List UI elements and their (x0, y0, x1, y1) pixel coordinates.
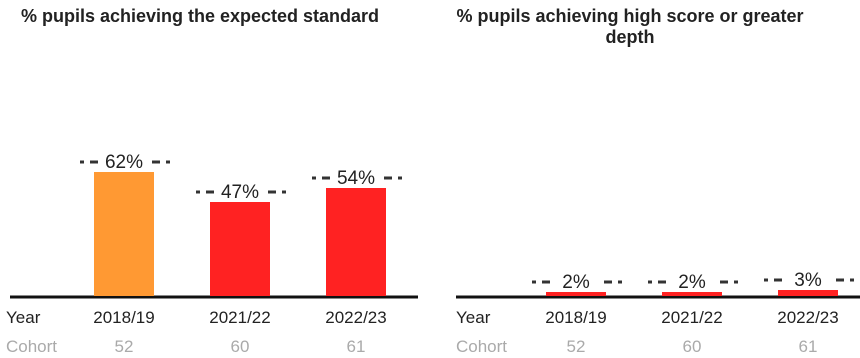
bar-2021-22 (662, 292, 722, 296)
cohort-row-label: Cohort (6, 337, 57, 356)
cohort-value: 52 (115, 337, 134, 356)
chart-panel-high-score: % pupils achieving high score or greater… (430, 0, 860, 358)
bar-2018-19 (94, 172, 154, 296)
chart-panel-expected: % pupils achieving the expected standard… (6, 6, 418, 356)
bar-2021-22 (210, 202, 270, 296)
bar-2022-23 (778, 290, 838, 296)
chart-title-high-score: % pupils achieving high score or greater… (456, 6, 804, 47)
cohort-value: 60 (231, 337, 250, 356)
data-label: 2% (562, 272, 590, 293)
year-tick-label: 2018/19 (93, 308, 154, 327)
chart-high-score: Year Cohort 2% 2018/19 52 2% 2021/22 60 3% 2022… (456, 270, 860, 356)
data-label: 2% (678, 272, 706, 293)
data-label: 54% (337, 168, 375, 189)
bar-2018-19 (546, 292, 606, 296)
cohort-value: 60 (683, 337, 702, 356)
cohort-row-label: Cohort (456, 337, 507, 356)
chart-expected-standard: Year Cohort 62% 2018/19 52 47% 2021/22 60 54% 2… (6, 152, 418, 356)
cohort-value: 52 (567, 337, 586, 356)
year-tick-label: 2021/22 (661, 308, 722, 327)
data-label: 3% (794, 270, 822, 291)
bar-2022-23 (326, 188, 386, 296)
year-tick-label: 2021/22 (209, 308, 270, 327)
year-row-label: Year (456, 308, 491, 327)
cohort-value: 61 (799, 337, 818, 356)
year-tick-label: 2018/19 (545, 308, 606, 327)
chart-title-expected: % pupils achieving the expected standard (20, 6, 380, 26)
year-row-label: Year (6, 308, 41, 327)
year-tick-label: 2022/23 (777, 308, 838, 327)
cohort-value: 61 (347, 337, 366, 356)
data-label: 62% (105, 152, 143, 173)
data-label: 47% (221, 182, 259, 203)
year-tick-label: 2022/23 (325, 308, 386, 327)
